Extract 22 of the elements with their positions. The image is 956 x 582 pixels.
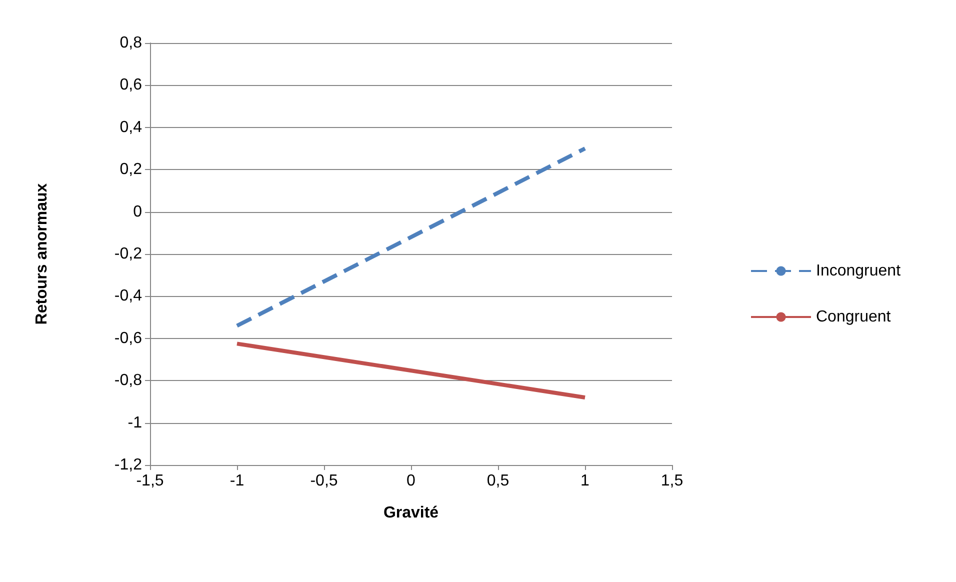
x-tick-label: 1 [580,472,590,490]
legend-label: Incongruent [816,262,902,280]
y-tick-label: 0,4 [120,118,142,136]
y-tick-label: 0,6 [120,76,142,94]
y-tick-label: -1 [128,414,142,432]
legend-label: Congruent [816,308,892,326]
y-tick-label: -0,2 [114,246,142,262]
y-axis-title: Retours anormaux [34,183,50,325]
x-tick-label: -1 [230,472,244,490]
x-tick-label: 1,5 [660,472,684,490]
y-tick-label: -0,4 [114,288,142,305]
y-tick-label: 0,8 [120,34,142,52]
y-tick-label: -1,2 [114,456,142,474]
x-tick-label: 0,5 [486,472,510,490]
x-tick-label: 0 [406,472,416,490]
y-tick-label: 0 [133,203,142,220]
x-tick-label: -1,5 [136,472,164,490]
x-axis-title: Gravité [383,504,439,522]
x-tick-label: -0,5 [310,472,338,490]
y-tick-label: -0,6 [114,330,142,347]
y-tick-label: 0,2 [120,161,142,178]
y-tick-label: -0,8 [114,372,142,390]
